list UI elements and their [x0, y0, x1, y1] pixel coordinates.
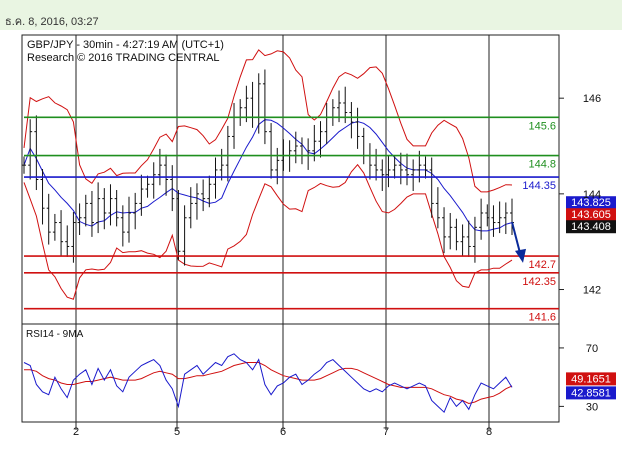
- forecast-arrow-head: [515, 248, 526, 263]
- rsi-tag-label: 49.1651: [571, 373, 611, 385]
- level-label: 142.35: [522, 276, 556, 288]
- level-label: 144.8: [528, 159, 556, 171]
- x-tick-label: 8: [486, 426, 492, 438]
- price-tag-label: 143.605: [571, 209, 611, 221]
- price-tag-label: 143.408: [571, 221, 611, 233]
- rsi-tag-box: [566, 386, 616, 400]
- rsi-line: [23, 353, 513, 414]
- x-tick-label: 5: [174, 426, 180, 438]
- timestamp: ธ.ค. 8, 2016, 03:27: [5, 16, 99, 28]
- level-label: 142.7: [528, 259, 556, 271]
- y-tick-label: 146: [583, 93, 601, 105]
- rsi-title: RSI14 - 9MA: [26, 329, 84, 340]
- rsi-panel: [21, 323, 560, 423]
- level-label: 141.6: [528, 312, 556, 324]
- price-tag-box: [566, 208, 616, 222]
- rsi-y-tick-label: 70: [586, 343, 598, 355]
- rsi-tag-box: [566, 372, 616, 386]
- bollinger-upper: [23, 49, 513, 193]
- moving-average: [23, 119, 513, 232]
- price-tag-box: [566, 196, 616, 210]
- level-label: 144.35: [522, 180, 556, 192]
- x-tick-label: 6: [280, 426, 286, 438]
- x-tick-label: 2: [73, 426, 79, 438]
- y-tick-label: 142: [583, 285, 601, 297]
- y-tick-label: 144: [583, 189, 601, 201]
- chart-title: GBP/JPY - 30min - 4:27:19 AM (UTC+1): [27, 39, 224, 51]
- price-panel: [21, 34, 560, 325]
- bollinger-lower: [23, 163, 513, 300]
- price-tag-box: [566, 220, 616, 234]
- header-bar: ธ.ค. 8, 2016, 03:27: [0, 0, 622, 30]
- x-tick-label: 7: [383, 426, 389, 438]
- level-label: 145.6: [528, 120, 556, 132]
- rsi-y-tick-label: 30: [586, 401, 598, 413]
- price-tag-label: 143.825: [571, 197, 611, 209]
- rsi-tag-label: 42.8581: [571, 387, 611, 399]
- chart-subtitle: Research © 2016 TRADING CENTRAL: [27, 52, 220, 64]
